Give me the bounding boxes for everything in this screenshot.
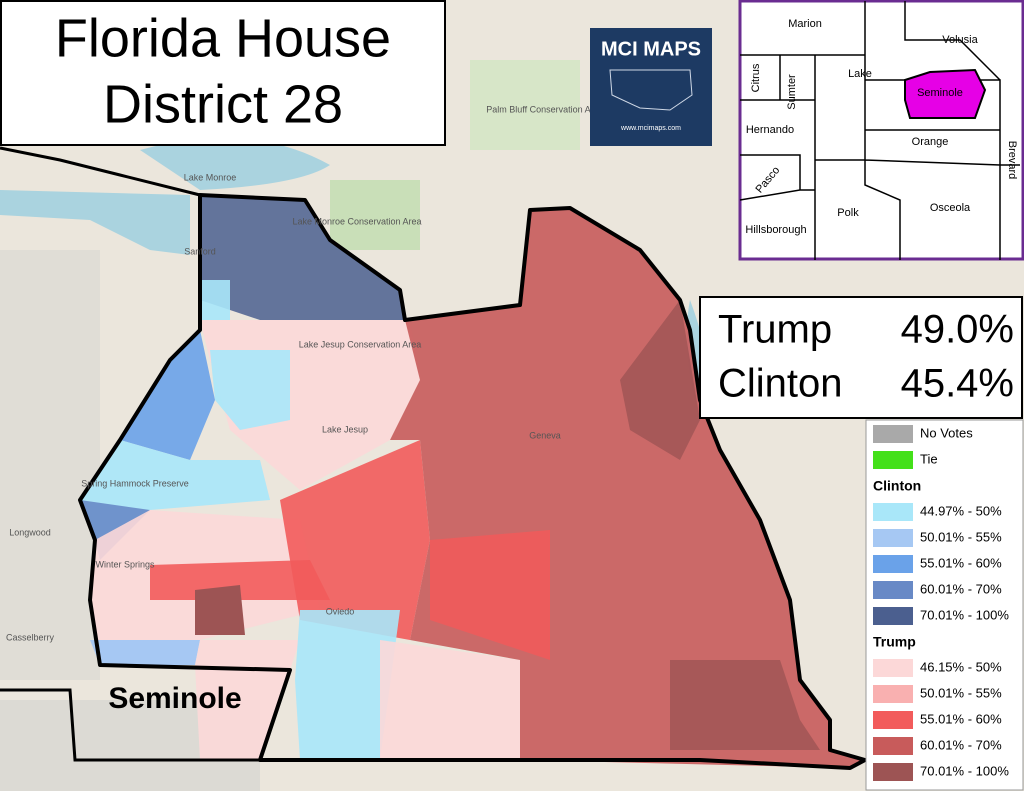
place-label: Lake Monroe Conservation Area (292, 216, 421, 226)
legend-swatch (873, 607, 913, 625)
legend-swatch (873, 581, 913, 599)
inset-county-label: Marion (788, 18, 822, 30)
precinct (195, 585, 245, 635)
place-label: Lake Jesup Conservation Area (299, 339, 422, 349)
logo-usa (609, 69, 693, 111)
title-line: District 28 (103, 74, 343, 134)
urban (0, 250, 100, 680)
county-label: Seminole (108, 682, 241, 715)
title-box (0, 0, 446, 146)
legend-swatch (873, 555, 913, 573)
legend-swatch (873, 685, 913, 703)
legend-label: 70.01% - 100% (920, 607, 1009, 622)
legend-swatch (873, 425, 913, 443)
candidate-name: Trump (718, 308, 832, 352)
title-line: Florida House (55, 8, 391, 68)
place-label: Winter Springs (95, 559, 155, 569)
park (470, 60, 580, 150)
precinct (210, 350, 290, 430)
place-label: Longwood (9, 527, 51, 537)
legend-swatch (873, 711, 913, 729)
precinct (90, 640, 200, 665)
precinct (380, 640, 520, 760)
inset-county-label: Hillsborough (745, 224, 806, 236)
legend-swatch (873, 763, 913, 781)
place-label: Oviedo (326, 606, 355, 616)
lake (140, 138, 330, 190)
legend-heading: Clinton (873, 478, 921, 494)
legend-label: 55.01% - 60% (920, 711, 1002, 726)
inset-county-label: Lake (848, 68, 872, 80)
candidate-name: Clinton (718, 362, 843, 406)
place-label: Spring Hammock Preserve (81, 478, 189, 488)
legend-label: 50.01% - 55% (920, 685, 1002, 700)
legend-label: 46.15% - 50% (920, 659, 1002, 674)
map-labels: Lake Monroe Sanford Lake Monroe Conservati… (6, 104, 604, 642)
precinct (670, 660, 820, 750)
inset-county-label: Polk (837, 207, 859, 219)
inset-county-label: Volusia (942, 34, 978, 46)
precinct (620, 300, 700, 460)
place-label: Sanford (184, 246, 216, 256)
county-boundary (0, 146, 201, 197)
legend-swatch (873, 659, 913, 677)
legend-label: 55.01% - 60% (920, 555, 1002, 570)
district-boundary (78, 193, 867, 770)
legend-label: 60.01% - 70% (920, 737, 1002, 752)
vote-share: 45.4% (901, 362, 1014, 406)
logo-name: MCI MAPS (601, 38, 701, 60)
vote-share: 49.0% (901, 308, 1014, 352)
inset-county-label: Hernando (746, 124, 794, 136)
legend-label: 70.01% - 100% (920, 763, 1009, 778)
results-box (699, 296, 1023, 419)
inset-map (738, 0, 1024, 261)
precinct (200, 280, 230, 320)
place-label: Palm Bluff Conservation Area (486, 104, 603, 114)
inset-county-label: Citrus (750, 63, 762, 92)
place-label: Lake Monroe (184, 172, 237, 182)
precinct (295, 610, 400, 760)
legend-box (865, 419, 1024, 791)
legend-swatch (873, 737, 913, 755)
legend-swatch (873, 503, 913, 521)
inset-county-label: Sumter (786, 74, 798, 110)
park (330, 180, 420, 250)
precinct (430, 530, 550, 660)
inset-county-label: Seminole (917, 87, 963, 99)
results: Trump 49.0% Clinton 45.4% (718, 308, 1014, 406)
legend-swatch (873, 451, 913, 469)
legend-label: 60.01% - 70% (920, 581, 1002, 596)
precinct (200, 195, 405, 320)
precinct (280, 440, 430, 640)
inset-labels: Marion Volusia Lake Citrus Sumter Seminole Her… (745, 18, 1018, 236)
logo-url: www.mcimaps.com (620, 125, 681, 132)
inset-seminole (904, 68, 987, 119)
place-label: Casselberry (6, 632, 55, 642)
lake (0, 190, 190, 255)
legend-label: Tie (920, 451, 938, 466)
legend-swatch (873, 529, 913, 547)
inset-county-label: Brevard (1006, 141, 1018, 180)
legend: No Votes Tie Clinton 44.97% - 50% 50.01% - 5… (873, 425, 1009, 781)
legend-heading: Trump (873, 634, 916, 650)
inset-county-label: Osceola (930, 202, 971, 214)
legend-label: 50.01% - 55% (920, 529, 1002, 544)
place-label: Lake Jesup (322, 424, 368, 434)
county-boundary (0, 688, 260, 762)
precinct (120, 330, 215, 460)
legend-label: No Votes (920, 425, 973, 440)
inset-county-label: Orange (912, 136, 949, 148)
legend-label: 44.97% - 50% (920, 503, 1002, 518)
place-label: Geneva (529, 430, 561, 440)
